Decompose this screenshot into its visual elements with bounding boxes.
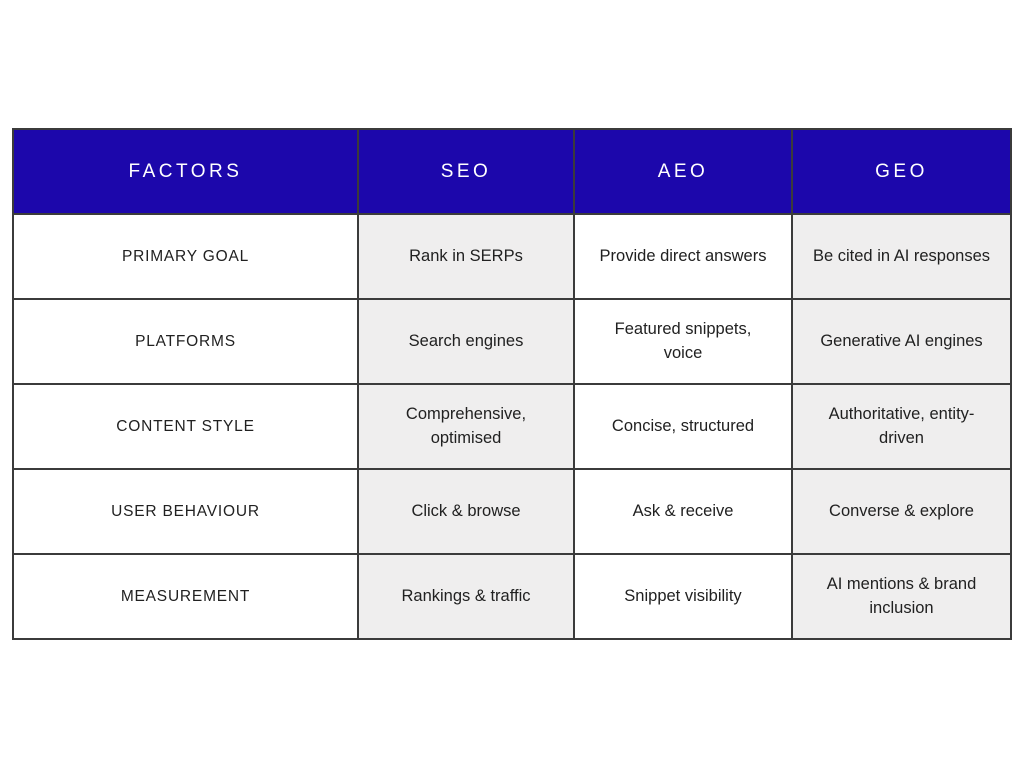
header-cell-aeo: AEO	[573, 128, 793, 215]
factor-label: USER BEHAVIOUR	[12, 468, 359, 555]
factor-label: PRIMARY GOAL	[12, 213, 359, 300]
cell-aeo: Provide direct answers	[573, 213, 793, 300]
header-cell-factors: FACTORS	[12, 128, 359, 215]
table-row-measurement: MEASUREMENT Rankings & traffic Snippet v…	[12, 553, 1012, 640]
cell-aeo: Concise, structured	[573, 383, 793, 470]
table-row-primary-goal: PRIMARY GOAL Rank in SERPs Provide direc…	[12, 213, 1012, 300]
cell-seo: Click & browse	[357, 468, 575, 555]
cell-aeo: Ask & receive	[573, 468, 793, 555]
cell-geo: Generative AI engines	[791, 298, 1012, 385]
cell-geo: Authoritative, entity- driven	[791, 383, 1012, 470]
cell-seo: Comprehensive, optimised	[357, 383, 575, 470]
header-cell-geo: GEO	[791, 128, 1012, 215]
table-row-content-style: CONTENT STYLE Comprehensive, optimised C…	[12, 383, 1012, 470]
cell-aeo: Snippet visibility	[573, 553, 793, 640]
cell-seo: Rank in SERPs	[357, 213, 575, 300]
cell-aeo: Featured snippets, voice	[573, 298, 793, 385]
cell-seo: Rankings & traffic	[357, 553, 575, 640]
header-row: FACTORS SEO AEO GEO	[12, 128, 1012, 215]
comparison-table: FACTORS SEO AEO GEO PRIMARY GOAL Rank in…	[12, 128, 1012, 640]
cell-geo: AI mentions & brand inclusion	[791, 553, 1012, 640]
factor-label: MEASUREMENT	[12, 553, 359, 640]
cell-geo: Converse & explore	[791, 468, 1012, 555]
header-cell-seo: SEO	[357, 128, 575, 215]
factor-label: PLATFORMS	[12, 298, 359, 385]
factor-label: CONTENT STYLE	[12, 383, 359, 470]
table-row-platforms: PLATFORMS Search engines Featured snippe…	[12, 298, 1012, 385]
cell-geo: Be cited in AI responses	[791, 213, 1012, 300]
cell-seo: Search engines	[357, 298, 575, 385]
table-row-user-behaviour: USER BEHAVIOUR Click & browse Ask & rece…	[12, 468, 1012, 555]
